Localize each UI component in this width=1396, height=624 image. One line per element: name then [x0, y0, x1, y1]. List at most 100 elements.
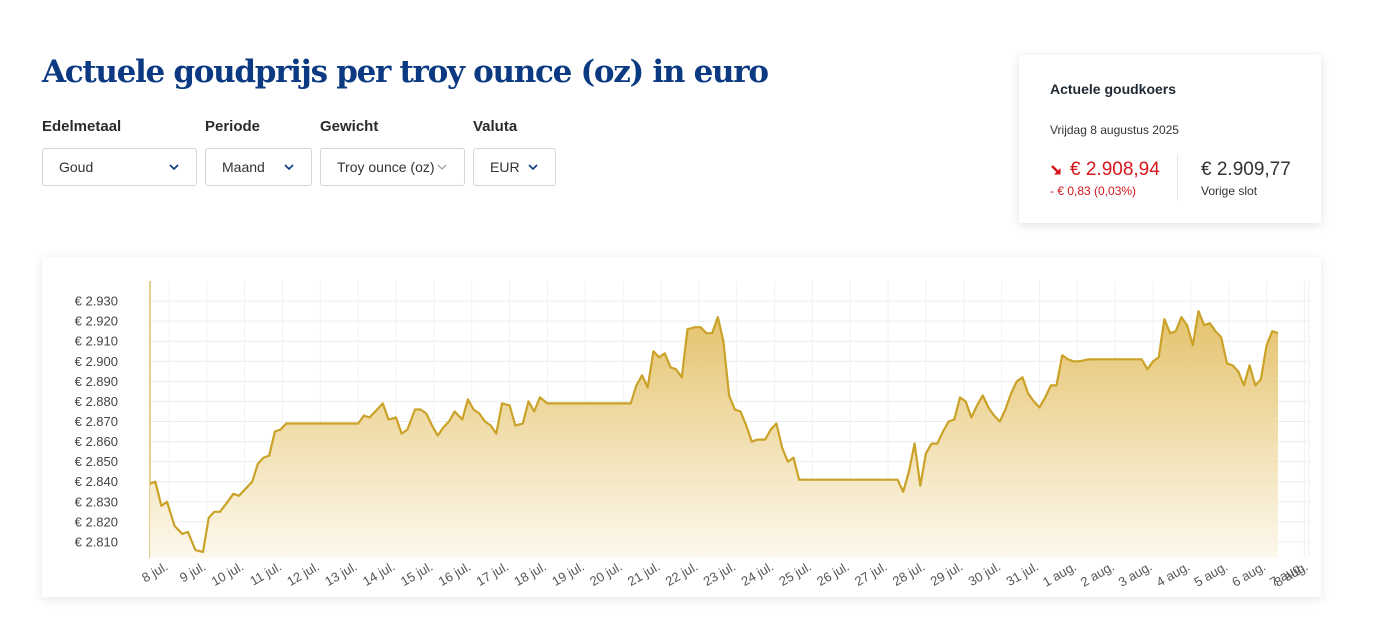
price-point — [285, 422, 287, 424]
price-point — [1033, 400, 1035, 402]
price-point — [382, 402, 384, 404]
y-tick-label: € 2.850 — [75, 454, 118, 469]
price-point — [1203, 324, 1205, 326]
price-point — [527, 400, 529, 402]
price-point — [811, 479, 813, 481]
period-select[interactable]: Maand — [205, 148, 312, 186]
x-tick-label: 21 jul. — [625, 559, 663, 589]
price-point — [1044, 396, 1046, 398]
weight-select[interactable]: Troy ounce (oz) — [320, 148, 465, 186]
current-rate-card: Actuele goudkoers Vrijdag 8 augustus 202… — [1019, 55, 1321, 223]
price-point — [745, 424, 747, 426]
price-point — [1169, 332, 1171, 334]
price-point — [232, 493, 234, 495]
x-tick-label: 17 jul. — [474, 559, 512, 589]
price-point — [522, 422, 524, 424]
price-point — [1114, 358, 1116, 360]
price-point — [1237, 370, 1239, 372]
price-point — [948, 420, 950, 422]
filter-label-valuta: Valuta — [473, 118, 518, 135]
price-point — [414, 408, 416, 410]
price-chart-card: € 2.810 € 2.820 € 2.830 € 2.840 € 2.850 € 2.8… — [42, 257, 1321, 597]
price-point — [1265, 344, 1267, 346]
price-point — [461, 418, 463, 420]
price-point — [1152, 360, 1154, 362]
y-tick-label: € 2.920 — [75, 314, 118, 329]
price-point — [734, 408, 736, 410]
price-point — [770, 428, 772, 430]
price-point — [238, 495, 240, 497]
price-point — [930, 442, 932, 444]
price-point — [913, 442, 915, 444]
price-point — [160, 505, 162, 507]
currency-select[interactable]: EUR — [473, 148, 556, 186]
price-point — [387, 418, 389, 420]
price-point — [664, 352, 666, 354]
x-tick-label: 5 aug. — [1191, 559, 1230, 590]
price-point — [226, 501, 228, 503]
x-tick-label: 8 jul. — [139, 559, 170, 586]
price-point — [419, 408, 421, 410]
price-point — [1186, 324, 1188, 326]
price-point — [868, 479, 870, 481]
y-tick-label: € 2.830 — [75, 494, 118, 509]
metal-select[interactable]: Goud — [42, 148, 197, 186]
price-point — [490, 424, 492, 426]
price-point — [1220, 336, 1222, 338]
price-point — [982, 394, 984, 396]
x-tick-label: 28 jul. — [890, 559, 928, 589]
price-point — [751, 440, 753, 442]
price-point — [425, 412, 427, 414]
price-point — [406, 428, 408, 430]
price-point — [722, 340, 724, 342]
current-price-value: € 2.908,94 — [1070, 159, 1160, 180]
price-point — [641, 374, 643, 376]
y-tick-label: € 2.930 — [75, 294, 118, 309]
price-point — [508, 404, 510, 406]
y-axis-ticks: € 2.810 € 2.820 € 2.830 € 2.840 € 2.850 € 2.8… — [75, 294, 118, 550]
price-point — [279, 428, 281, 430]
price-point — [478, 412, 480, 414]
price-point — [501, 402, 503, 404]
price-point — [908, 471, 910, 473]
chevron-down-icon — [437, 164, 447, 170]
price-point — [251, 481, 253, 483]
price-point — [154, 481, 156, 483]
price-point — [1226, 362, 1228, 364]
price-point — [187, 531, 189, 533]
price-point — [368, 416, 370, 418]
chevron-down-icon — [169, 164, 179, 171]
price-point — [472, 408, 474, 410]
price-point — [467, 398, 469, 400]
x-tick-label: 30 jul. — [966, 559, 1004, 589]
price-point — [431, 424, 433, 426]
price-point — [1133, 358, 1135, 360]
price-point — [401, 432, 403, 434]
x-tick-label: 1 aug. — [1040, 559, 1079, 590]
x-tick-label: 3 aug. — [1116, 559, 1155, 590]
x-tick-label: 6 aug. — [1229, 559, 1268, 590]
price-chart[interactable]: € 2.810 € 2.820 € 2.830 € 2.840 € 2.850 € 2.8… — [42, 257, 1321, 597]
x-tick-label: 15 jul. — [398, 559, 436, 589]
price-point — [1243, 384, 1245, 386]
filter-label-periode: Periode — [205, 118, 261, 135]
price-point — [652, 350, 654, 352]
x-tick-label: 19 jul. — [549, 559, 587, 589]
price-point — [635, 384, 637, 386]
price-point — [495, 432, 497, 434]
price-point — [999, 420, 1001, 422]
rate-title: Actuele goudkoers — [1050, 81, 1177, 97]
price-point — [739, 410, 741, 412]
price-point — [173, 525, 175, 527]
price-point — [925, 452, 927, 454]
price-point — [1163, 318, 1165, 320]
price-point — [781, 446, 783, 448]
price-point — [953, 418, 955, 420]
price-point — [1021, 376, 1023, 378]
price-point — [647, 386, 649, 388]
x-tick-label: 18 jul. — [511, 559, 549, 589]
x-tick-label: 27 jul. — [852, 559, 890, 589]
x-tick-label: 23 jul. — [701, 559, 739, 589]
y-tick-label: € 2.810 — [75, 534, 118, 549]
price-point — [247, 485, 249, 487]
